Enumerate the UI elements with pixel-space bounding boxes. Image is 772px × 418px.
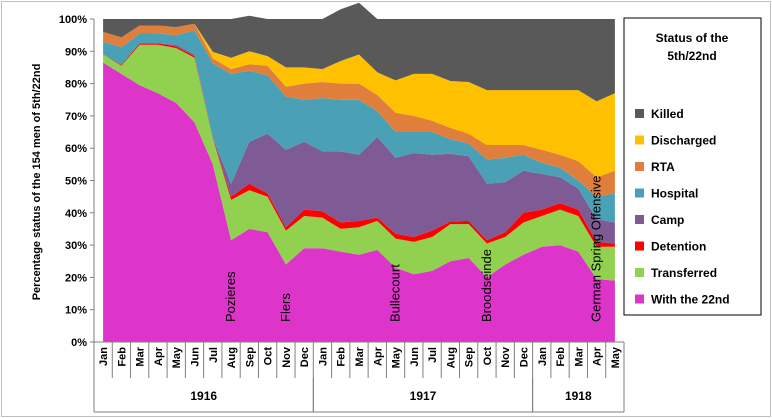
- month-tick-label: Apr: [153, 346, 165, 366]
- month-tick-label: Aug: [226, 347, 238, 368]
- month-tick-label: Jan: [317, 347, 329, 366]
- month-tick-label: Mar: [135, 346, 147, 366]
- annotation-flers: Flers: [278, 293, 293, 322]
- y-tick-label: 60%: [65, 143, 87, 155]
- y-tick-label: 20%: [65, 272, 87, 284]
- month-tick-label: Jan: [537, 347, 549, 366]
- y-tick-label: 30%: [65, 240, 87, 252]
- month-tick-label: Jan: [98, 347, 110, 366]
- year-label: 1916: [190, 389, 217, 403]
- y-tick-label: 70%: [65, 111, 87, 123]
- month-tick-label: May: [610, 346, 622, 368]
- area-camp: [103, 43, 615, 244]
- area-hospital: [103, 30, 615, 223]
- annotation-broodseinde: Broodseinde: [479, 249, 494, 322]
- y-tick-label: 80%: [65, 79, 87, 91]
- month-tick-label: Feb: [116, 347, 128, 367]
- axes-group: 0% 10% 20% 30% 40% 50% 60% 70% 80% 90% 100% Jan Feb M…: [59, 14, 625, 413]
- legend-label-rta: RTA: [651, 160, 675, 174]
- month-tick-label: Jul: [208, 347, 220, 363]
- annotation-group: Pozieres Flers Bullecourt Broodseinde German…: [223, 176, 603, 322]
- month-tick-label: Apr: [592, 346, 604, 366]
- month-tick-label: Dec: [519, 347, 531, 367]
- y-tick-label: 50%: [65, 176, 87, 188]
- y-axis-label: Percentage status of the 154 men of 5th/…: [31, 64, 43, 301]
- legend-label-detention: Detention: [651, 240, 706, 254]
- month-tick-label: Dec: [299, 347, 311, 367]
- chart-title-line: Status of the: [656, 31, 729, 45]
- month-tick-label: Jul: [427, 347, 439, 363]
- chart-title-line: 5th/22nd: [667, 49, 716, 63]
- legend-box: [623, 17, 762, 316]
- annotation-german-spring-offensive: German Spring Offensive: [589, 176, 604, 322]
- legend-swatch-killed: [635, 109, 644, 118]
- area-series-group: [103, 2, 615, 342]
- month-tick-label: Mar: [573, 346, 585, 366]
- month-tick-label: Oct: [263, 347, 275, 366]
- y-tick-label: 40%: [65, 208, 87, 220]
- area-rta: [103, 23, 615, 197]
- legend-swatch-camp: [635, 215, 644, 224]
- year-label: 1917: [410, 389, 437, 403]
- month-tick-label: Mar: [354, 346, 366, 366]
- y-tick-label: 10%: [65, 305, 87, 317]
- month-tick-label: May: [171, 346, 183, 368]
- annotation-pozieres: Pozieres: [223, 271, 238, 322]
- area-with-the-22nd: [103, 62, 615, 342]
- area-transferred: [103, 44, 615, 281]
- legend-swatch-transferred: [635, 268, 644, 277]
- month-tick-label: Apr: [372, 346, 384, 366]
- legend-label-camp: Camp: [651, 213, 684, 227]
- legend-label-with-the-22nd: With the 22nd: [651, 293, 730, 307]
- legend: Status of the 5th/22nd Killed Discharged RT…: [623, 17, 762, 316]
- year-label: 1918: [565, 389, 592, 403]
- legend-swatch-discharged: [635, 135, 644, 145]
- month-tick-label: Jun: [190, 347, 202, 367]
- month-tick-label: Nov: [281, 346, 293, 368]
- annotation-bullecourt: Bullecourt: [388, 264, 403, 322]
- month-tick-label: Feb: [555, 347, 567, 367]
- y-tick-label: 0%: [71, 337, 87, 349]
- legend-swatch-hospital: [635, 188, 644, 198]
- month-tick-label: Jun: [409, 347, 421, 367]
- legend-label-killed: Killed: [651, 107, 684, 121]
- y-tick-label: 100%: [59, 14, 87, 26]
- legend-swatch-rta: [635, 162, 644, 171]
- legend-label-transferred: Transferred: [651, 266, 717, 280]
- y-tick-label: 90%: [65, 46, 87, 58]
- month-tick-label: Nov: [500, 346, 512, 368]
- legend-label-hospital: Hospital: [651, 187, 698, 201]
- month-tick-label: Sep: [464, 347, 476, 367]
- month-tick-label: Oct: [482, 347, 494, 366]
- month-tick-label: Aug: [445, 347, 457, 368]
- month-tick-label: Feb: [336, 347, 348, 367]
- legend-swatch-detention: [635, 241, 644, 251]
- legend-swatch-with-the-22nd: [635, 294, 644, 304]
- area-discharged: [103, 23, 615, 178]
- month-tick-label: May: [391, 346, 403, 368]
- area-killed: [103, 2, 615, 102]
- legend-label-discharged: Discharged: [651, 134, 716, 148]
- month-tick-label: Sep: [244, 347, 256, 367]
- chart-title: Status of the 5th/22nd: [656, 31, 729, 63]
